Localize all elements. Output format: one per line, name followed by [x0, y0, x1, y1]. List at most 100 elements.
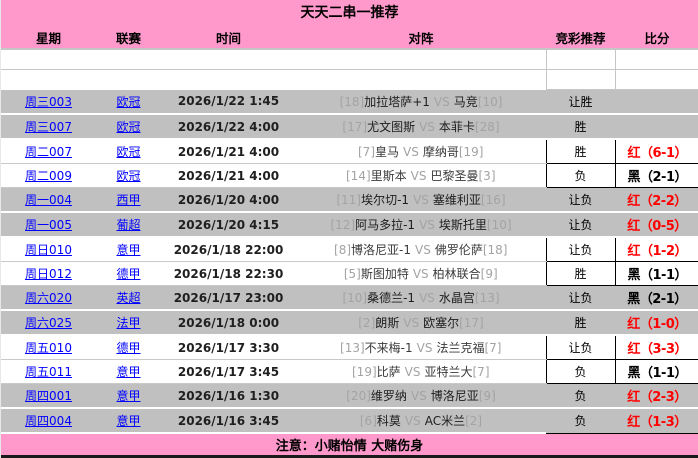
match-time: 2026/1/21 4:00: [177, 144, 280, 159]
table-row: 周六025 法甲 2026/1/18 0:00 [2]朗斯 VS 欧塞尔[17] 胜 红（1-…: [1, 310, 698, 336]
cell-week: 周五010: [1, 335, 96, 360]
vs-label: VS: [413, 193, 429, 207]
away-team: 本菲卡: [438, 120, 475, 134]
cell-score: 黑（2-1）: [615, 285, 698, 311]
week-link[interactable]: 周六025: [25, 316, 72, 330]
recommendation-text: 胜: [574, 120, 587, 134]
cell-league: 意甲: [96, 359, 161, 384]
cell-league: 葡超: [96, 212, 161, 238]
week-link[interactable]: 周四004: [25, 414, 72, 428]
table-row: 周五010 德甲 2026/1/17 3:30 [13]不来梅-1 VS 法兰克福[7] 让…: [1, 335, 698, 360]
league-link[interactable]: 欧冠: [116, 120, 141, 134]
home-rank: [12]: [330, 218, 356, 232]
cell-score: 红（2-3）: [615, 383, 698, 409]
home-rank: [2]: [358, 316, 376, 330]
recommendation-table: 星期 联赛 时间 对阵 竞彩推荐 比分 周三003 欧冠 2026/1/22 1:4…: [1, 26, 698, 434]
home-rank: [11]: [336, 193, 362, 207]
league-link[interactable]: 意甲: [116, 389, 141, 403]
empty-row: [1, 69, 698, 90]
away-rank: [19]: [458, 145, 484, 159]
week-link[interactable]: 周三003: [25, 94, 72, 109]
league-link[interactable]: 欧冠: [116, 145, 141, 159]
week-link[interactable]: 周二007: [25, 145, 72, 159]
week-link[interactable]: 周五011: [25, 365, 72, 379]
recommendation-text: 胜: [574, 267, 587, 281]
away-team: 欧塞尔: [423, 316, 460, 330]
recommendation-text: 负: [574, 169, 587, 183]
match-time: 2026/1/18 0:00: [177, 315, 280, 330]
vs-label: VS: [410, 389, 427, 403]
cell-time: 2026/1/17 3:45: [161, 359, 296, 384]
cell-recommendation: 让负: [545, 335, 615, 360]
league-link[interactable]: 德甲: [116, 267, 141, 281]
recommendation-text: 负: [574, 365, 587, 379]
score-result: 黑（1-1）: [627, 268, 688, 283]
column-header-score: 比分: [615, 26, 698, 50]
week-link[interactable]: 周三007: [25, 120, 72, 134]
cell-recommendation: 胜: [546, 114, 615, 140]
cell-league: 意甲: [96, 237, 161, 262]
cell-week: 周二007: [1, 139, 96, 164]
cell-recommendation: 负: [546, 383, 615, 409]
home-rank: [13]: [340, 341, 365, 355]
league-link[interactable]: 欧冠: [116, 169, 141, 183]
home-rank: [10]: [342, 291, 368, 305]
vs-label: VS: [412, 267, 429, 281]
score-result: 红（0-5）: [627, 219, 687, 234]
cell-recommendation: 让胜: [546, 89, 615, 115]
away-rank: [10]: [486, 218, 512, 232]
table-row: 周一004 西甲 2026/1/20 4:00 [11]埃尔切-1 VS 塞维利亚[16]…: [1, 187, 698, 213]
match-time: 2026/1/20 4:00: [177, 192, 280, 207]
cell-recommendation: 胜: [545, 261, 615, 286]
league-link[interactable]: 西甲: [116, 193, 141, 207]
away-rank: [9]: [480, 267, 498, 281]
league-link[interactable]: 意甲: [116, 414, 141, 428]
vs-label: VS: [419, 218, 435, 232]
home-team: 阿马多拉-1: [355, 218, 416, 232]
cell-league: 欧冠: [96, 139, 161, 164]
week-link[interactable]: 周日010: [25, 243, 72, 257]
league-link[interactable]: 意甲: [116, 243, 141, 257]
week-link[interactable]: 周一004: [25, 193, 72, 207]
table-row: 周四004 意甲 2026/1/16 3:45 [6]科莫 VS AC米兰[2] 负 红（1-…: [1, 408, 698, 434]
cell-match: [7]皇马 VS 摩纳哥[19]: [296, 139, 546, 164]
league-link[interactable]: 德甲: [116, 341, 141, 355]
cell-match: [10]桑德兰-1 VS 水晶宫[13]: [296, 285, 546, 311]
home-rank: [18]: [339, 94, 365, 109]
away-rank: [18]: [482, 243, 508, 257]
match-time: 2026/1/22 1:45: [177, 94, 280, 109]
away-rank: [7]: [484, 341, 502, 355]
cell-league: 欧冠: [96, 163, 161, 188]
week-link[interactable]: 周五010: [25, 341, 72, 355]
column-header-week: 星期: [1, 26, 96, 50]
cell-recommendation: 胜: [546, 310, 615, 336]
away-team: 马竞: [453, 94, 478, 109]
week-link[interactable]: 周四001: [25, 389, 72, 403]
league-link[interactable]: 英超: [116, 291, 141, 305]
league-link[interactable]: 欧冠: [116, 94, 141, 109]
away-rank: [7]: [472, 365, 490, 379]
league-link[interactable]: 意甲: [116, 365, 141, 379]
week-link[interactable]: 周日012: [25, 267, 72, 281]
week-link[interactable]: 周六020: [25, 291, 72, 305]
footer-note: 注意：小赌怡情 大赌伤身: [1, 434, 698, 458]
home-team: 维罗纳: [370, 389, 407, 403]
score-result: 红（1-0）: [627, 317, 687, 332]
cell-match: [19]比萨 VS 亚特兰大[7]: [296, 359, 546, 384]
week-link[interactable]: 周二009: [25, 169, 72, 183]
league-link[interactable]: 法甲: [116, 316, 141, 330]
week-link[interactable]: 周一005: [25, 218, 72, 232]
recommendation-text: 让负: [568, 341, 593, 355]
cell-recommendation: 让负: [546, 212, 615, 238]
league-link[interactable]: 葡超: [116, 218, 141, 232]
recommendation-text: 让负: [568, 291, 593, 305]
home-rank: [6]: [359, 414, 377, 428]
cell-recommendation: 让负: [546, 187, 615, 213]
match-time: 2026/1/20 4:15: [177, 217, 280, 232]
home-team: 加拉塔萨+1: [364, 94, 430, 109]
home-team: 比萨: [376, 365, 401, 379]
score-result: 黑（1-1）: [627, 366, 688, 381]
away-team: 埃斯托里: [438, 218, 487, 232]
match-time: 2026/1/21 4:00: [177, 168, 280, 183]
cell-week: 周五011: [1, 359, 96, 384]
